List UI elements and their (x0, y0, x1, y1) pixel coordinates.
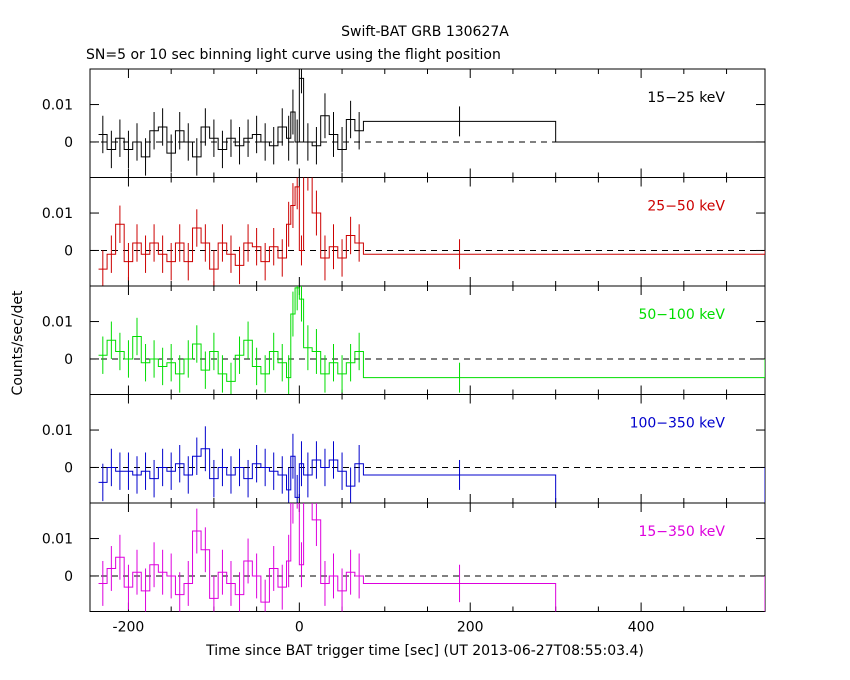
light-curve-step (98, 503, 765, 612)
panels-group: 0.01 0 15−25 keV 0.01 0 25−50 keV 0.01 0 50−100 … (42, 68, 766, 636)
panel-data (98, 426, 765, 503)
y-tick-label: 0 (64, 569, 73, 585)
y-tick-label: 0 (64, 460, 73, 476)
panel-2: 0.01 0 50−100 keV (42, 285, 766, 395)
panel-0: 0.01 0 15−25 keV (42, 68, 766, 178)
panel-1: 0.01 0 25−50 keV (42, 177, 766, 287)
panel-frame (89, 177, 766, 287)
y-axis-label: Counts/sec/det (10, 290, 26, 395)
panel-4: 0.01 0 15−350 keV -200 0 200 400 (42, 502, 766, 636)
x-axis-label: Time since BAT trigger time [sec] (UT 20… (205, 643, 644, 659)
y-tick-label: 0.01 (42, 98, 73, 114)
y-tick-label: 0.01 (42, 315, 73, 331)
chart-subtitle: SN=5 or 10 sec binning light curve using… (86, 47, 501, 63)
band-label: 50−100 keV (638, 307, 725, 323)
panel-data (98, 69, 765, 176)
x-tick-label: 200 (457, 620, 484, 636)
light-curve-step (98, 177, 765, 270)
panel-3: 0.01 0 100−350 keV (42, 394, 766, 504)
band-label: 25−50 keV (647, 199, 725, 215)
y-tick-label: 0 (64, 135, 73, 151)
panel-data (98, 286, 765, 395)
panel-data (98, 503, 765, 612)
panel-frame (89, 285, 766, 395)
chart-title: Swift-BAT GRB 130627A (341, 24, 509, 40)
light-curve-step (98, 448, 765, 503)
panel-data (98, 177, 765, 286)
panel-frame (89, 502, 766, 612)
x-tick-label: 0 (295, 620, 304, 636)
y-tick-label: 0.01 (42, 532, 73, 548)
panel-frame (89, 68, 766, 178)
x-tick-label: -200 (113, 620, 145, 636)
y-tick-label: 0 (64, 352, 73, 368)
y-tick-label: 0.01 (42, 206, 73, 222)
x-tick-label: 400 (628, 620, 655, 636)
band-label: 15−25 keV (647, 90, 725, 106)
y-tick-label: 0 (64, 243, 73, 259)
y-tick-label: 0.01 (42, 423, 73, 439)
band-label: 100−350 keV (630, 416, 726, 432)
band-label: 15−350 keV (638, 524, 725, 540)
panel-frame (89, 394, 766, 504)
light-curve-step (98, 287, 765, 382)
